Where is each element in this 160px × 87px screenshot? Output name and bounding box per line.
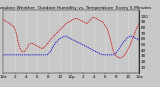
Title: Milwaukee Weather  Outdoor Humidity vs. Temperature  Every 5 Minutes: Milwaukee Weather Outdoor Humidity vs. T… (0, 6, 151, 10)
